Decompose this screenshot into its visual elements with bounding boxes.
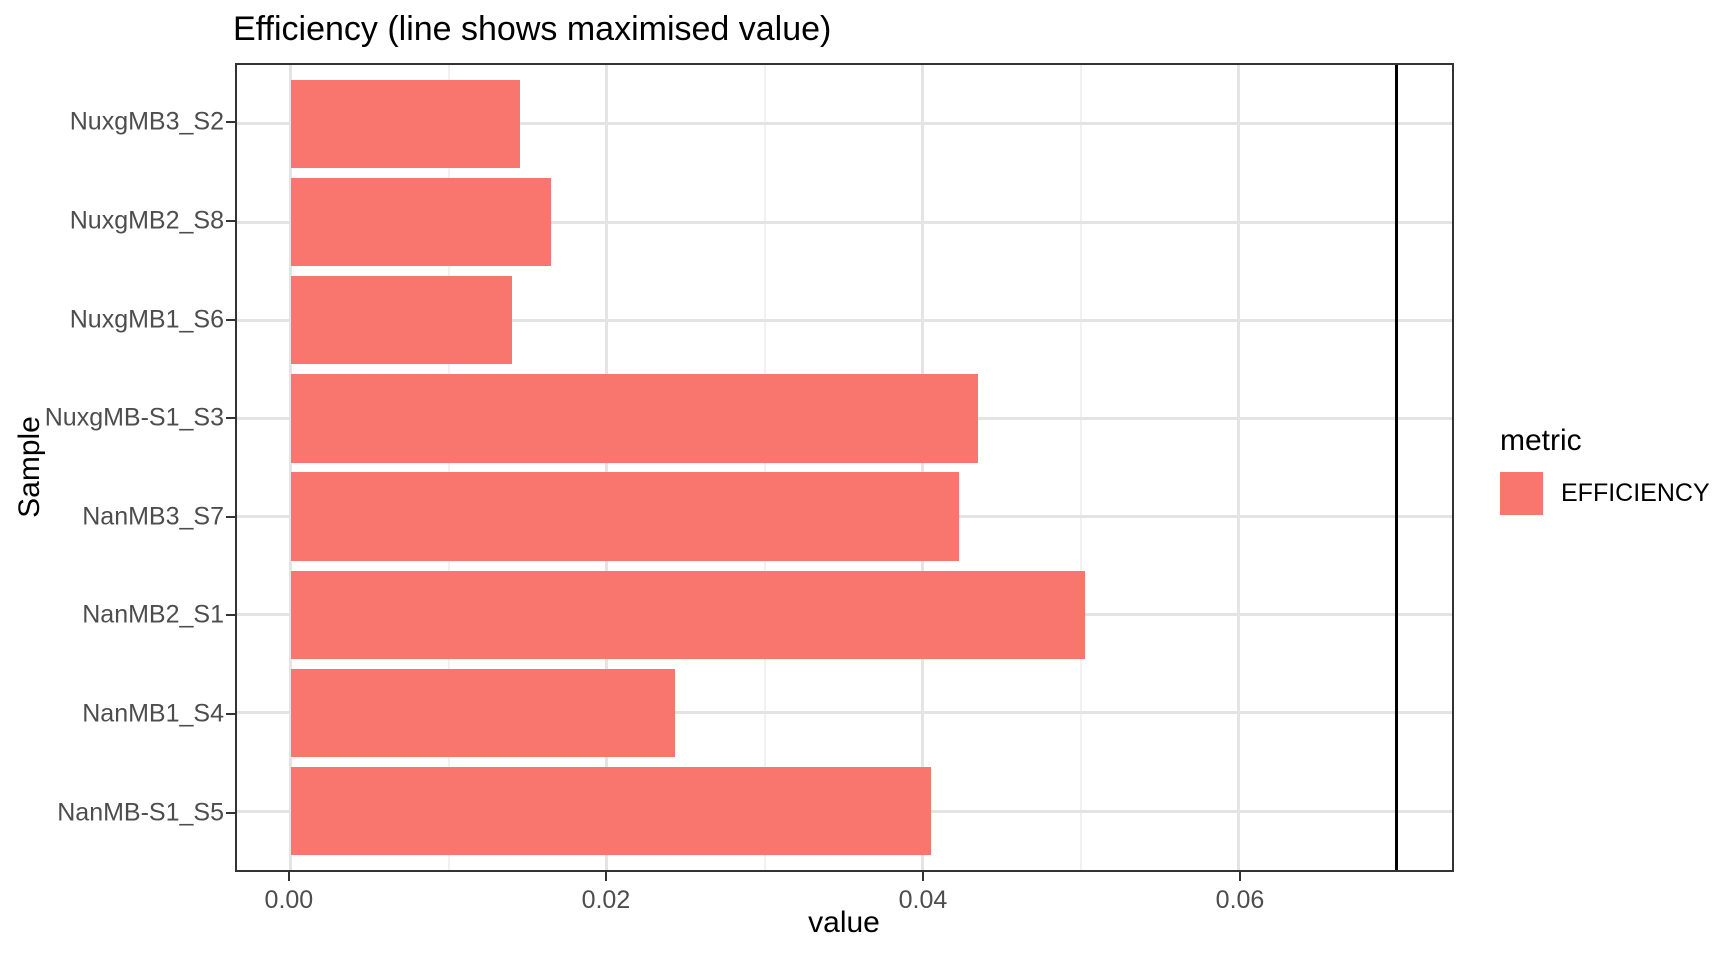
y-tick-mark (226, 219, 235, 222)
x-major-gridline (289, 65, 293, 870)
x-axis-title: value (808, 906, 880, 939)
x-tick-mark (287, 872, 290, 881)
x-axis-tick-label: 0.04 (898, 886, 948, 914)
y-tick-mark (226, 515, 235, 518)
legend-item-efficiency: EFFICIENCY (1500, 472, 1710, 515)
y-tick-mark (226, 121, 235, 124)
y-axis-label: NuxgMB2_S8 (69, 206, 224, 235)
x-minor-gridline (763, 65, 766, 870)
legend-title: metric (1500, 424, 1582, 457)
bar-NuxgMB2_S8 (290, 177, 552, 267)
y-tick-mark (226, 417, 235, 420)
x-tick-mark (604, 872, 607, 881)
plot-panel (235, 63, 1454, 872)
legend: metric EFFICIENCY (1500, 424, 1710, 515)
y-tick-mark (226, 811, 235, 814)
x-tick-mark (921, 872, 924, 881)
x-major-gridline (921, 65, 925, 870)
y-axis-label: NuxgMB-S1_S3 (44, 403, 224, 432)
x-axis-tick-label: 0.02 (581, 886, 631, 914)
y-axis-label: NanMB-S1_S5 (57, 798, 224, 827)
bar-NanMB1_S4 (290, 668, 675, 758)
x-minor-gridline (1079, 65, 1082, 870)
bar-NuxgMB3_S2 (290, 79, 520, 169)
y-axis-label: NanMB2_S1 (82, 600, 224, 629)
x-axis: 0.00 0.02 0.04 0.06 (235, 872, 1454, 942)
y-major-gridline (237, 711, 1452, 715)
x-major-gridline (605, 65, 609, 870)
x-minor-gridline (447, 65, 450, 870)
bar-NuxgMB1_S6 (290, 276, 512, 365)
chart-title: Efficiency (line shows maximised value) (233, 10, 832, 48)
y-axis-label: NuxgMB1_S6 (69, 305, 224, 333)
y-major-gridline (237, 122, 1452, 126)
y-axis-labels: NuxgMB3_S2 NuxgMB2_S8 NuxgMB1_S6 NuxgMB-S1_… (0, 63, 224, 872)
x-major-gridline (1237, 65, 1241, 870)
y-tick-mark (226, 318, 235, 321)
bar-NanMB2_S1 (290, 570, 1086, 659)
max-value-line (1395, 65, 1399, 870)
x-axis-tick-label: 0.00 (264, 886, 314, 914)
y-major-gridline (237, 318, 1452, 322)
y-axis-label: NanMB3_S7 (82, 502, 224, 531)
bar-NuxgMB-S1_S3 (290, 374, 978, 463)
y-major-gridline (237, 220, 1452, 224)
x-tick-mark (1239, 872, 1241, 881)
y-axis-label: NanMB1_S4 (82, 699, 224, 728)
legend-item-label: EFFICIENCY (1561, 479, 1710, 507)
bar-NanMB-S1_S5 (290, 766, 931, 856)
x-axis-tick-label: 0.06 (1215, 886, 1265, 914)
y-axis-ticks (226, 63, 235, 872)
y-axis-label: NuxgMB3_S2 (69, 107, 224, 136)
y-tick-mark (226, 614, 235, 617)
legend-key-swatch (1500, 472, 1543, 515)
bar-NanMB3_S7 (290, 472, 960, 561)
y-tick-mark (226, 713, 235, 716)
